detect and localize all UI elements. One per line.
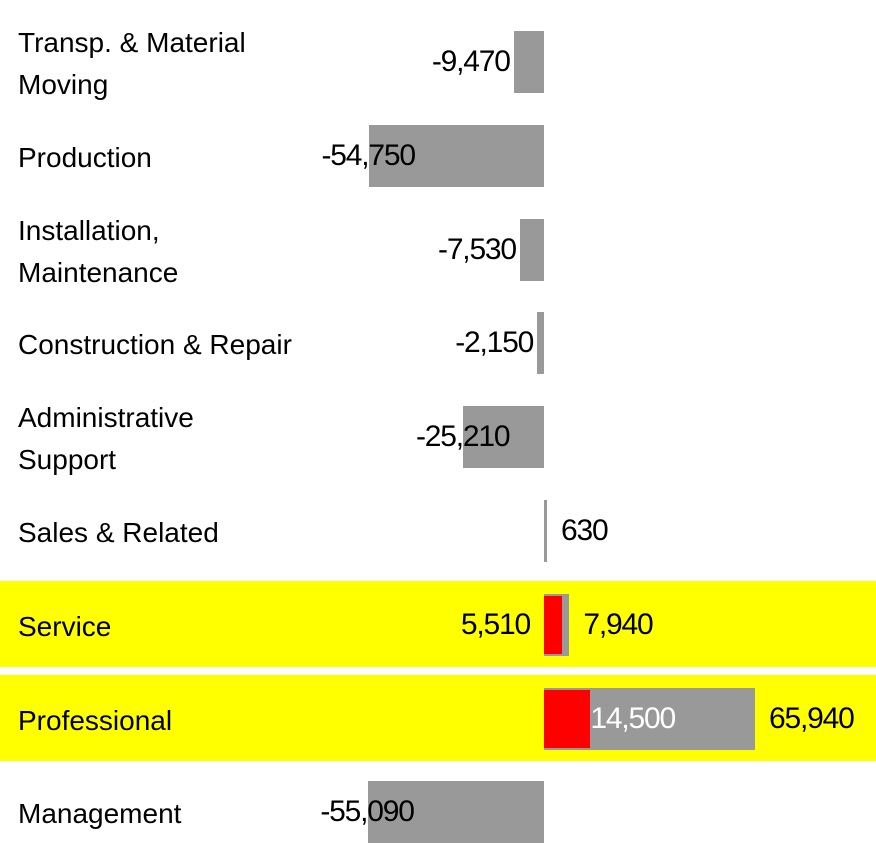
category-label: Professional <box>18 704 173 736</box>
category-label: Production <box>18 141 152 173</box>
category-label: Construction & Repair <box>18 329 292 361</box>
category-label: Installation, Maintenance <box>18 214 179 288</box>
bar <box>544 500 547 562</box>
category-label: Transp. & Material Moving <box>18 27 246 100</box>
bar <box>544 689 591 748</box>
value-label: -9,470 <box>431 45 511 78</box>
value-label: -2,150 <box>455 326 534 360</box>
value-label: 65,940 <box>769 701 855 735</box>
bar <box>519 218 544 281</box>
bar <box>463 406 544 469</box>
value-label: 5,510 <box>460 607 531 641</box>
category-label: Sales & Related <box>18 517 219 548</box>
value-label: 7,940 <box>583 607 653 641</box>
highlight-band <box>0 580 876 667</box>
value-label: 630 <box>561 514 609 547</box>
category-label: Service <box>18 610 112 642</box>
value-label: -54,750 <box>321 138 416 172</box>
value-label: -7,530 <box>438 232 517 266</box>
bar <box>544 595 562 654</box>
category-label: Administrative Support <box>18 402 194 476</box>
bar <box>513 31 544 93</box>
value-label: -25,210 <box>415 420 511 454</box>
value-label: 14,500 <box>590 701 676 735</box>
category-label: Management <box>18 798 182 830</box>
value-label: -55,090 <box>320 795 415 829</box>
bar <box>368 124 544 187</box>
bar <box>537 312 544 375</box>
bar <box>367 781 544 843</box>
